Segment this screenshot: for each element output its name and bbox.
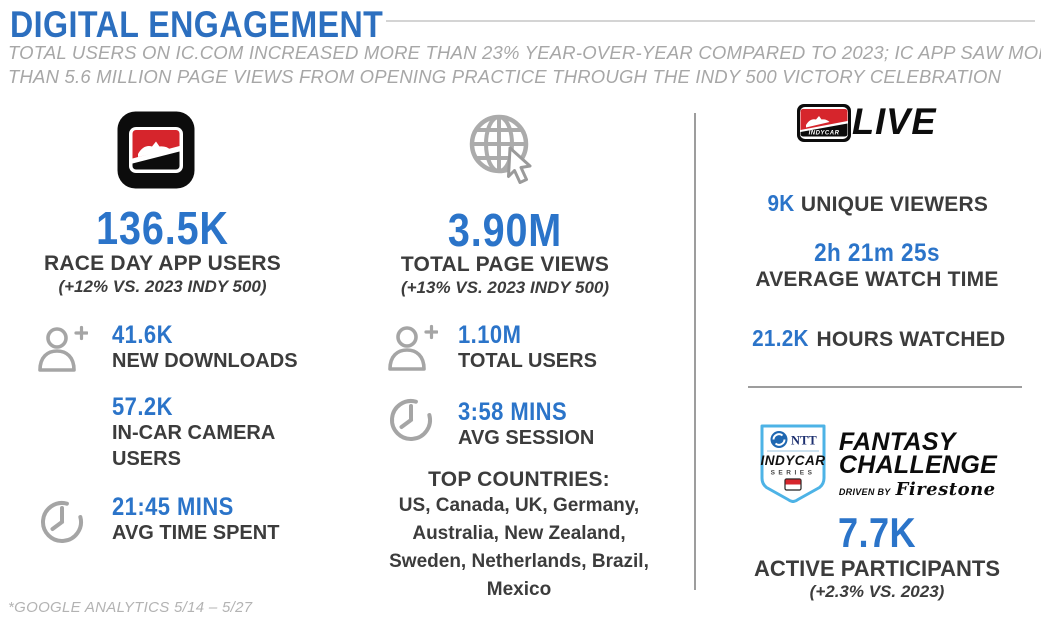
live-wordmark: LIVE <box>852 101 937 142</box>
active-participants-note: (+2.3% VS. 2023) <box>809 582 945 601</box>
series-wordmark: SERIES <box>770 470 815 477</box>
subtitle: TOTAL USERS ON IC.COM INCREASED MORE THA… <box>8 41 1041 90</box>
unique-viewers-value: 9K <box>767 190 795 216</box>
clock-icon <box>38 496 86 549</box>
page-views-value: 3.90M <box>447 204 563 256</box>
globe-cursor-icon <box>462 110 546 201</box>
avg-time-stat: 21:45 MINS AVG TIME SPENT <box>112 495 279 546</box>
avg-session-value: 3:58 MINS <box>458 398 568 426</box>
top-countries: TOP COUNTRIES: US, Canada, UK, Germany, … <box>373 468 665 604</box>
challenge-line: CHALLENGE <box>838 451 998 479</box>
horizontal-divider <box>748 386 1022 388</box>
incar-camera-label: IN-CAR CAMERA USERS <box>112 422 275 470</box>
fantasy-challenge-wordmark: FANTASY CHALLENGE DRIVEN BY Firestone <box>838 428 998 501</box>
avg-session-stat: 3:58 MINS AVG SESSION <box>458 400 594 451</box>
page-title: DIGITAL ENGAGEMENT <box>10 4 384 45</box>
total-users-stat: 1.10M TOTAL USERS <box>458 323 597 374</box>
avg-time-label: AVG TIME SPENT <box>112 522 280 544</box>
ntt-wordmark: NTT <box>791 434 817 448</box>
total-users-label: TOTAL USERS <box>458 350 597 372</box>
active-participants-label: ACTIVE PARTICIPANTS <box>753 556 1001 581</box>
ntt-indycar-series-shield-icon: NTT INDYCAR SERIES <box>757 423 829 508</box>
footnote: *GOOGLE ANALYTICS 5/14 – 5/27 <box>8 599 253 616</box>
hours-watched-label: HOURS WATCHED <box>816 328 1006 351</box>
subtitle-line-1: TOTAL USERS ON IC.COM INCREASED MORE THA… <box>8 42 1041 63</box>
fantasy-line: FANTASY <box>838 428 956 456</box>
incar-camera-stat: 57.2K IN-CAR CAMERA USERS <box>112 395 302 472</box>
subtitle-line-2: THAN 5.6 MILLION PAGE VIEWS FROM OPENING… <box>8 66 1002 88</box>
vertical-divider <box>694 113 696 590</box>
top-countries-line: US, Canada, UK, Germany, <box>398 495 640 516</box>
person-add-icon <box>36 324 89 379</box>
app-users-note: (+12% VS. 2023 INDY 500) <box>58 277 267 296</box>
indycar-live-badge-icon: INDYCAR <box>796 103 852 148</box>
avg-session-label: AVG SESSION <box>458 427 595 449</box>
top-countries-line: Sweden, Netherlands, Brazil, <box>389 551 649 572</box>
hours-watched-stat: 21.2K HOURS WATCHED <box>712 325 1041 352</box>
fantasy-challenge-logo: NTT INDYCAR SERIES FANTASY CHALLENGE DRI… <box>712 423 1041 508</box>
indycar-app-icon <box>116 110 196 195</box>
new-downloads-label: NEW DOWNLOADS <box>112 350 298 372</box>
badge-wordmark: INDYCAR <box>809 131 840 137</box>
active-participants-value: 7.7K <box>837 509 917 556</box>
clock-icon <box>387 394 435 447</box>
firestone-wordmark: Firestone <box>895 479 996 500</box>
indycar-wordmark: INDYCAR <box>760 453 825 468</box>
page-views-note: (+13% VS. 2023 INDY 500) <box>400 278 610 297</box>
incar-camera-value: 57.2K <box>112 393 173 421</box>
watch-time-value: 2h 21m 25s <box>814 239 940 267</box>
unique-viewers-stat: 9K UNIQUE VIEWERS <box>712 190 1041 217</box>
app-users-label: RACE DAY APP USERS <box>43 252 281 275</box>
unique-viewers-label: UNIQUE VIEWERS <box>800 193 989 216</box>
top-countries-title: TOP COUNTRIES: <box>428 468 610 491</box>
driven-by-row: DRIVEN BY Firestone <box>839 479 997 500</box>
page-views-label: TOTAL PAGE VIEWS <box>400 253 610 276</box>
watch-time-label: AVERAGE WATCH TIME <box>755 268 999 291</box>
top-countries-line: Mexico <box>486 579 552 600</box>
title-rule <box>386 20 1035 22</box>
driven-by-label: DRIVEN BY <box>838 487 891 497</box>
hours-watched-value: 21.2K <box>751 325 809 351</box>
person-add-icon <box>386 323 439 378</box>
new-downloads-stat: 41.6K NEW DOWNLOADS <box>112 323 298 374</box>
app-users-value: 136.5K <box>96 202 229 254</box>
new-downloads-value: 41.6K <box>112 321 173 349</box>
avg-time-value: 21:45 MINS <box>112 493 234 521</box>
top-countries-line: Australia, New Zealand, <box>412 523 626 544</box>
total-users-value: 1.10M <box>458 321 522 349</box>
